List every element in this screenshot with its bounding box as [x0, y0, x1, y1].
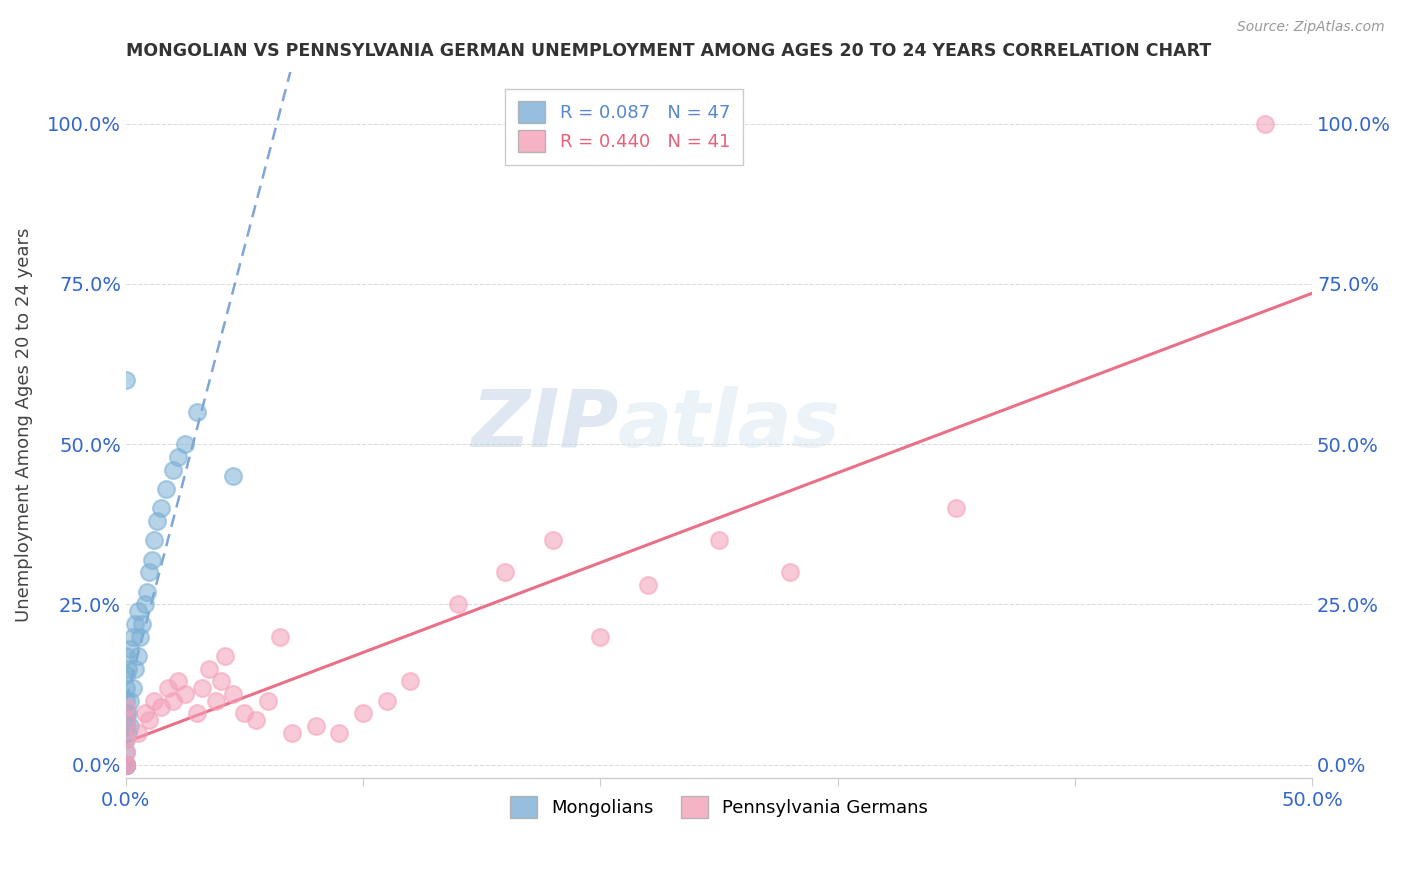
Point: [134, 598, 156, 612]
Point: [114, 757, 136, 772]
Point: [945, 501, 967, 516]
Point: [138, 713, 160, 727]
Point: [131, 616, 153, 631]
Point: [114, 668, 136, 682]
Point: [114, 757, 136, 772]
Point: [114, 693, 136, 707]
Point: [129, 630, 152, 644]
Point: [1253, 117, 1275, 131]
Point: [114, 373, 136, 387]
Point: [352, 706, 374, 721]
Point: [167, 450, 190, 464]
Point: [122, 630, 145, 644]
Point: [707, 533, 730, 548]
Point: [589, 630, 612, 644]
Text: Source: ZipAtlas.com: Source: ZipAtlas.com: [1237, 20, 1385, 34]
Point: [114, 706, 136, 721]
Point: [122, 681, 145, 695]
Point: [221, 469, 243, 483]
Point: [114, 713, 136, 727]
Point: [114, 681, 136, 695]
Point: [114, 757, 136, 772]
Point: [162, 463, 184, 477]
Point: [494, 566, 516, 580]
Point: [117, 662, 139, 676]
Point: [245, 713, 267, 727]
Point: [120, 693, 142, 707]
Y-axis label: Unemployment Among Ages 20 to 24 years: Unemployment Among Ages 20 to 24 years: [15, 227, 32, 623]
Point: [124, 616, 146, 631]
Point: [134, 706, 156, 721]
Point: [114, 745, 136, 759]
Point: [114, 745, 136, 759]
Point: [143, 693, 166, 707]
Point: [186, 405, 208, 419]
Point: [120, 719, 142, 733]
Point: [157, 681, 180, 695]
Point: [167, 674, 190, 689]
Point: [114, 757, 136, 772]
Point: [127, 725, 149, 739]
Point: [304, 719, 326, 733]
Legend: Mongolians, Pennsylvania Germans: Mongolians, Pennsylvania Germans: [502, 789, 935, 825]
Point: [447, 598, 470, 612]
Point: [198, 662, 221, 676]
Point: [114, 757, 136, 772]
Point: [281, 725, 304, 739]
Point: [114, 719, 136, 733]
Text: atlas: atlas: [619, 386, 841, 464]
Point: [205, 693, 228, 707]
Point: [138, 566, 160, 580]
Point: [541, 533, 564, 548]
Point: [136, 584, 159, 599]
Point: [214, 648, 236, 663]
Point: [114, 713, 136, 727]
Point: [127, 648, 149, 663]
Point: [114, 757, 136, 772]
Point: [120, 642, 142, 657]
Point: [328, 725, 350, 739]
Point: [124, 662, 146, 676]
Point: [114, 648, 136, 663]
Point: [155, 482, 177, 496]
Text: ZIP: ZIP: [471, 386, 619, 464]
Point: [162, 693, 184, 707]
Point: [114, 757, 136, 772]
Point: [114, 732, 136, 747]
Point: [114, 757, 136, 772]
Point: [150, 700, 173, 714]
Point: [114, 700, 136, 714]
Point: [117, 725, 139, 739]
Point: [114, 732, 136, 747]
Point: [174, 437, 197, 451]
Text: MONGOLIAN VS PENNSYLVANIA GERMAN UNEMPLOYMENT AMONG AGES 20 TO 24 YEARS CORRELAT: MONGOLIAN VS PENNSYLVANIA GERMAN UNEMPLO…: [125, 42, 1211, 60]
Point: [233, 706, 256, 721]
Point: [117, 706, 139, 721]
Point: [779, 566, 801, 580]
Point: [145, 514, 167, 528]
Point: [186, 706, 208, 721]
Point: [141, 552, 163, 566]
Point: [150, 501, 173, 516]
Point: [114, 757, 136, 772]
Point: [637, 578, 659, 592]
Point: [399, 674, 422, 689]
Point: [127, 604, 149, 618]
Point: [114, 757, 136, 772]
Point: [209, 674, 232, 689]
Point: [375, 693, 398, 707]
Point: [221, 687, 243, 701]
Point: [269, 630, 291, 644]
Point: [143, 533, 166, 548]
Point: [257, 693, 280, 707]
Point: [174, 687, 197, 701]
Point: [190, 681, 212, 695]
Point: [114, 757, 136, 772]
Point: [114, 757, 136, 772]
